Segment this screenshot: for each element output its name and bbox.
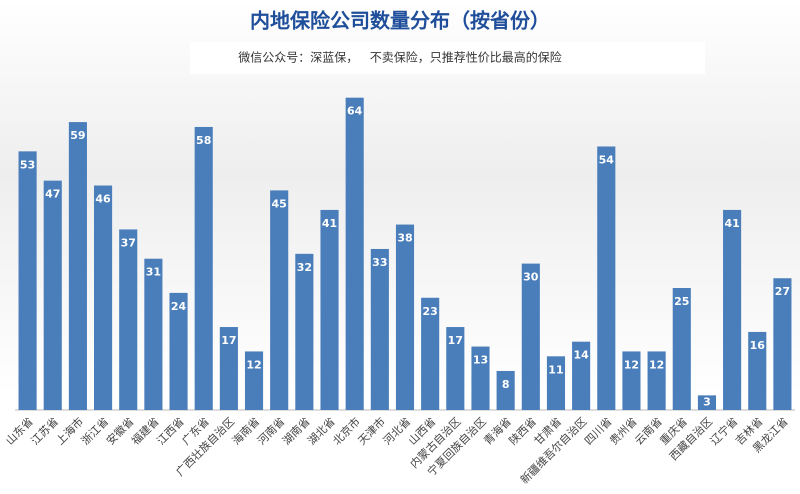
value-label: 11	[548, 363, 563, 376]
value-label: 23	[423, 305, 438, 318]
value-label: 46	[95, 193, 111, 206]
value-label: 31	[146, 266, 161, 279]
value-label: 8	[502, 378, 510, 391]
value-label: 14	[573, 349, 589, 362]
bar	[421, 297, 440, 410]
bar	[395, 224, 415, 410]
bar	[43, 180, 62, 410]
bar	[622, 351, 641, 410]
value-label: 45	[272, 197, 287, 210]
bar	[446, 327, 465, 410]
bar	[471, 346, 490, 410]
value-label: 24	[171, 300, 187, 313]
bar	[647, 351, 666, 410]
value-label: 30	[523, 271, 539, 284]
value-label: 33	[372, 256, 387, 269]
bar	[320, 209, 339, 410]
value-label: 12	[624, 358, 639, 371]
bar	[345, 97, 364, 411]
bar	[572, 341, 591, 410]
bar	[597, 146, 616, 411]
value-label: 41	[724, 217, 739, 230]
bar	[546, 356, 566, 410]
bar	[672, 288, 691, 410]
value-label: 38	[397, 232, 412, 245]
value-label: 25	[674, 295, 689, 308]
value-label: 12	[246, 358, 261, 371]
value-label: 59	[70, 129, 85, 142]
bar	[370, 248, 389, 410]
bar	[144, 258, 163, 410]
value-label: 32	[297, 261, 312, 274]
value-label: 27	[775, 285, 790, 298]
bar	[68, 122, 87, 410]
bar	[244, 351, 264, 410]
value-label: 3	[703, 396, 711, 409]
bar	[18, 151, 37, 411]
value-label: 12	[649, 358, 664, 371]
bar	[521, 263, 540, 410]
bar	[94, 185, 113, 410]
bar	[219, 327, 238, 410]
value-label: 17	[221, 334, 236, 347]
bar	[194, 126, 213, 411]
bar	[697, 395, 716, 410]
value-label: 54	[599, 153, 615, 166]
value-label: 58	[196, 134, 211, 147]
value-label: 13	[473, 354, 488, 367]
chart-subtitle: 微信公众号：深蓝保， 不卖保险，只推荐性价比最高的保险	[238, 50, 561, 65]
bar	[270, 190, 289, 410]
bar	[295, 253, 314, 410]
value-label: 16	[750, 339, 766, 352]
bar	[169, 292, 188, 410]
bar	[748, 331, 767, 410]
value-label: 17	[448, 334, 463, 347]
value-label: 41	[322, 217, 337, 230]
value-label: 47	[45, 188, 60, 201]
bar	[773, 278, 792, 410]
value-label: 64	[347, 105, 363, 118]
value-label: 37	[121, 236, 136, 249]
chart-title: 内地保险公司数量分布（按省份）	[250, 9, 550, 33]
bar	[723, 209, 742, 410]
bar	[119, 229, 138, 410]
bar	[496, 370, 515, 410]
subtitle-box	[190, 42, 705, 74]
value-label: 53	[20, 158, 35, 171]
